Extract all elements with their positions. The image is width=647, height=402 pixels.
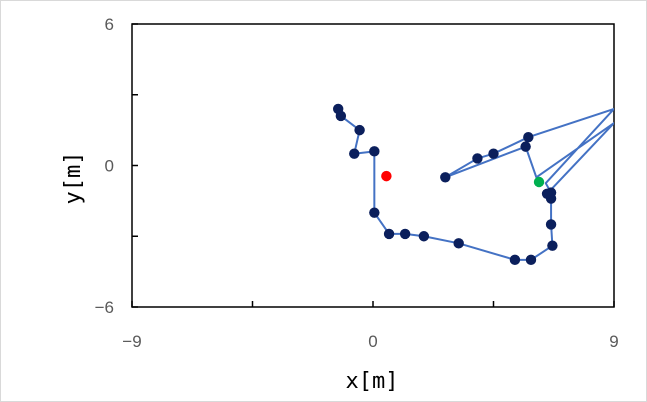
y-axis-title: y[m] (61, 152, 86, 205)
data-point (547, 240, 557, 250)
x-tick-label: −9 (122, 332, 141, 351)
data-point (369, 207, 379, 217)
x-tick-label: 0 (368, 332, 377, 351)
data-point (369, 146, 379, 156)
data-point (472, 153, 482, 163)
y-tick-label: 6 (105, 15, 114, 34)
y-tick-label: −6 (95, 298, 114, 317)
data-point (488, 149, 498, 159)
data-point (440, 172, 450, 182)
plot-area (132, 24, 614, 307)
data-point (354, 125, 364, 135)
x-tick-label: 9 (609, 332, 618, 351)
data-point (526, 255, 536, 265)
data-point (510, 255, 520, 265)
data-point (419, 231, 429, 241)
data-point (523, 132, 533, 142)
data-point (542, 189, 552, 199)
start-point (381, 171, 391, 181)
data-point (546, 219, 556, 229)
data-point (520, 141, 530, 151)
data-point (349, 149, 359, 159)
data-point (384, 229, 394, 239)
data-point (400, 229, 410, 239)
data-point (336, 111, 346, 121)
end-point (534, 177, 544, 187)
data-point (453, 238, 463, 248)
x-axis-title: x[m] (346, 369, 399, 394)
y-tick-label: 0 (105, 157, 114, 176)
